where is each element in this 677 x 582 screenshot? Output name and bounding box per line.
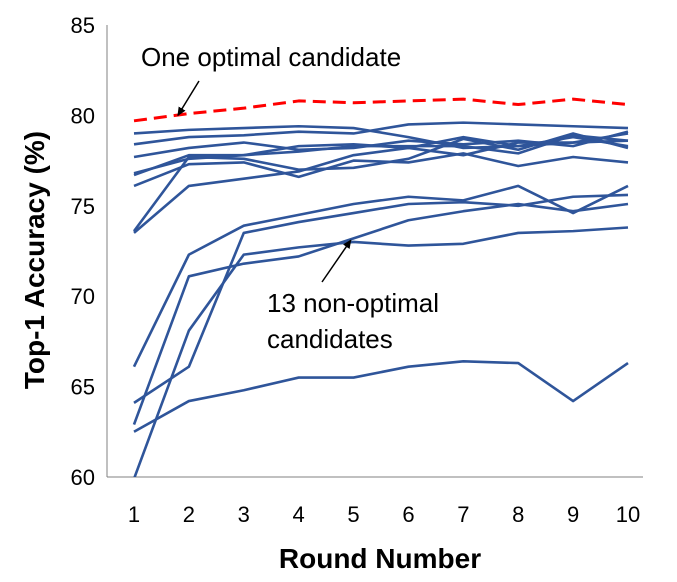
y-tick-label: 85 [71,13,95,38]
x-tick-label: 7 [457,502,469,527]
series-line-nonoptimal [133,193,629,404]
annotation-optimal-label: One optimal candidate [141,42,401,72]
y-tick-label: 75 [71,194,95,219]
y-tick-label: 80 [71,103,95,128]
series-line-nonoptimal [132,202,629,426]
annotation-optimal-arrow [177,80,200,117]
series-line-nonoptimal [132,184,629,368]
y-tick-labels: 60 65 70 75 80 85 [71,13,95,490]
x-tick-label: 10 [616,502,640,527]
series-line-nonoptimal [133,226,629,477]
x-tick-label: 9 [567,502,579,527]
x-tick-label: 8 [512,502,524,527]
series-line-optimal [133,97,629,123]
x-tick-label: 6 [402,502,414,527]
x-tick-label: 4 [293,502,305,527]
y-tick-label: 60 [71,465,95,490]
series-line-nonoptimal [133,152,629,188]
x-axis-title: Round Number [279,543,481,574]
annotation-nonoptimal-arrow [321,239,352,283]
y-tick-label: 70 [71,284,95,309]
series-lines [132,97,629,477]
series-line-nonoptimal [133,132,629,177]
x-tick-labels: 1 2 3 4 5 6 7 8 9 10 [128,502,640,527]
x-tick-label: 1 [128,502,140,527]
annotation-nonoptimal-label-line1: 13 non-optimal [267,288,439,318]
annotation-nonoptimal-label-line2: candidates [267,324,393,354]
x-tick-label: 5 [347,502,359,527]
series-line-nonoptimal [133,139,629,234]
x-tick-label: 3 [238,502,250,527]
series-line-nonoptimal [133,359,629,433]
y-tick-label: 65 [71,375,95,400]
x-tick-label: 2 [183,502,195,527]
y-axis-title: Top-1 Accuracy (%) [19,131,50,389]
series-line-nonoptimal [133,121,629,146]
